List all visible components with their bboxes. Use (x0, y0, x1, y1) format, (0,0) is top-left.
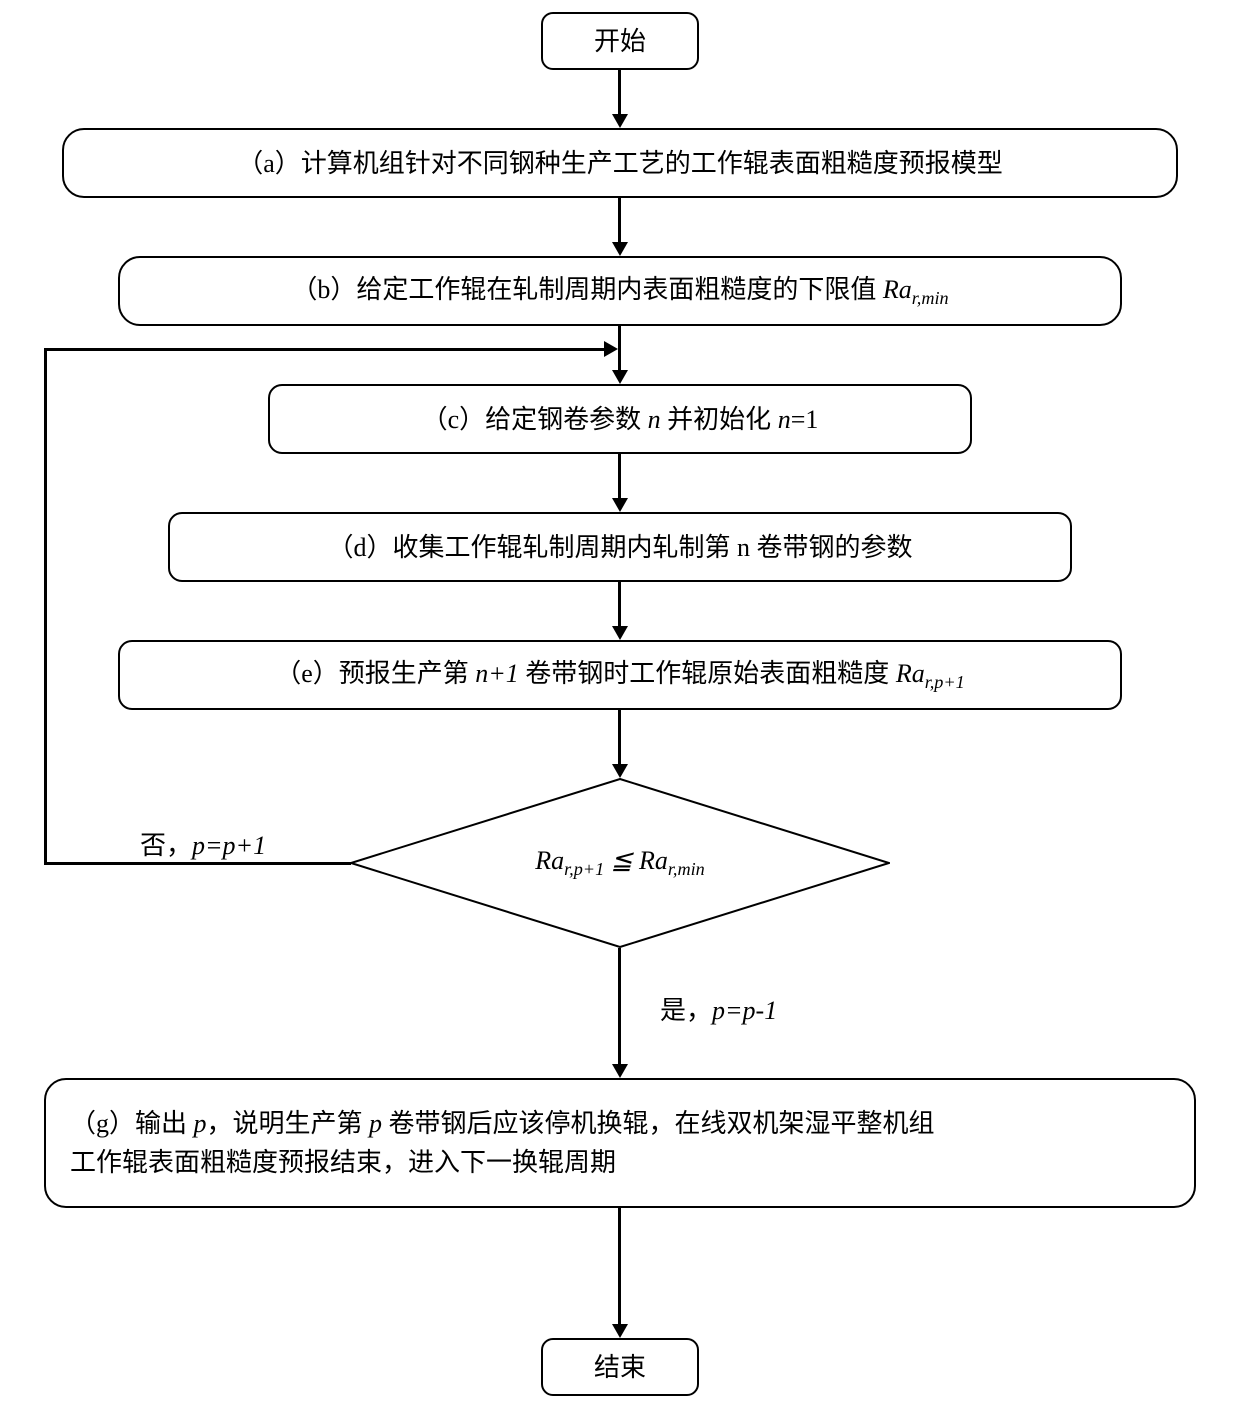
step-g-l1pre: （g）输出 (70, 1109, 194, 1138)
step-e-text: （e）预报生产第 n+1 卷带钢时工作辊原始表面粗糙度 Rar,p+1 (275, 654, 965, 696)
step-b: （b）给定工作辊在轧制周期内表面粗糙度的下限值 Rar,min (118, 256, 1122, 326)
step-g-var1: p (194, 1109, 207, 1138)
step-c-var2: n (778, 405, 791, 434)
end-terminal: 结束 (541, 1338, 699, 1396)
step-c-var1: n (648, 405, 661, 434)
arrow-g-end-head (612, 1324, 628, 1338)
arrow-b-c-head (612, 370, 628, 384)
start-label: 开始 (594, 22, 646, 61)
arrow-g-end (618, 1208, 621, 1324)
arrow-e-decision-head (612, 764, 628, 778)
loop-horiz-top (44, 348, 604, 351)
arrow-b-c (618, 326, 621, 370)
arrow-a-b (618, 198, 621, 242)
arrow-start-a (618, 70, 621, 114)
step-g-text: （g）输出 p，说明生产第 p 卷带钢后应该停机换辊，在线双机架湿平整机组 工作… (70, 1104, 935, 1182)
step-g-l2: 工作辊表面粗糙度预报结束，进入下一换辊周期 (70, 1148, 616, 1177)
arrow-d-e-head (612, 626, 628, 640)
step-e-var: n+1 (475, 659, 519, 688)
step-a-text: （a）计算机组针对不同钢种生产工艺的工作辊表面粗糙度预报模型 (237, 144, 1003, 183)
decision-text: Rar,p+1 ≦ Rar,min (535, 846, 705, 880)
arrow-a-b-head (612, 242, 628, 256)
step-g: （g）输出 p，说明生产第 p 卷带钢后应该停机换辊，在线双机架湿平整机组 工作… (44, 1078, 1196, 1208)
arrow-decision-g-head (612, 1064, 628, 1078)
step-g-var2: p (369, 1109, 382, 1138)
loop-vert (44, 348, 47, 865)
start-terminal: 开始 (541, 12, 699, 70)
branch-no-label: 否，p=p+1 (140, 825, 266, 862)
step-e-sym: Ra (896, 659, 925, 688)
arrow-e-decision (618, 710, 621, 764)
step-c-text: （c）给定钢卷参数 n 并初始化 n=1 (422, 400, 819, 439)
branch-no-expr: p=p+1 (192, 831, 266, 860)
step-c-pre: （c）给定钢卷参数 (422, 405, 648, 434)
decision-left-main: Ra (535, 846, 564, 875)
step-b-sym: Ra (883, 275, 912, 304)
arrow-decision-g (618, 948, 621, 1064)
loop-horiz (44, 862, 351, 865)
step-e: （e）预报生产第 n+1 卷带钢时工作辊原始表面粗糙度 Rar,p+1 (118, 640, 1122, 710)
step-b-sub: r,min (912, 288, 949, 308)
step-e-pre: （e）预报生产第 (275, 659, 475, 688)
step-a: （a）计算机组针对不同钢种生产工艺的工作辊表面粗糙度预报模型 (62, 128, 1178, 198)
branch-yes-label: 是，p=p-1 (660, 990, 777, 1027)
step-e-mid: 卷带钢时工作辊原始表面粗糙度 (519, 659, 896, 688)
step-g-l1mid: ，说明生产第 (207, 1109, 370, 1138)
step-g-l1post: 卷带钢后应该停机换辊，在线双机架湿平整机组 (382, 1109, 935, 1138)
step-c-mid: 并初始化 (661, 405, 778, 434)
step-c: （c）给定钢卷参数 n 并初始化 n=1 (268, 384, 972, 454)
loop-arrow-head (604, 341, 618, 357)
arrow-c-d (618, 454, 621, 498)
decision-left-sub: r,p+1 (564, 859, 604, 879)
branch-yes-pre: 是， (660, 996, 712, 1025)
step-d-text: （d）收集工作辊轧制周期内轧制第 n 卷带钢的参数 (327, 528, 912, 567)
step-e-sub: r,p+1 (925, 672, 965, 692)
step-d: （d）收集工作辊轧制周期内轧制第 n 卷带钢的参数 (168, 512, 1072, 582)
branch-yes-expr: p=p-1 (712, 996, 777, 1025)
arrow-start-a-head (612, 114, 628, 128)
decision-right-sub: r,min (668, 859, 705, 879)
step-b-pre: （b）给定工作辊在轧制周期内表面粗糙度的下限值 (291, 275, 883, 304)
branch-no-pre: 否， (140, 831, 192, 860)
step-c-post: =1 (791, 405, 819, 434)
decision-op: ≦ (604, 846, 639, 875)
decision-node: Rar,p+1 ≦ Rar,min (350, 778, 890, 948)
arrow-d-e (618, 582, 621, 626)
step-b-text: （b）给定工作辊在轧制周期内表面粗糙度的下限值 Rar,min (291, 270, 948, 312)
decision-right-main: Ra (639, 846, 668, 875)
end-label: 结束 (594, 1348, 646, 1387)
arrow-c-d-head (612, 498, 628, 512)
